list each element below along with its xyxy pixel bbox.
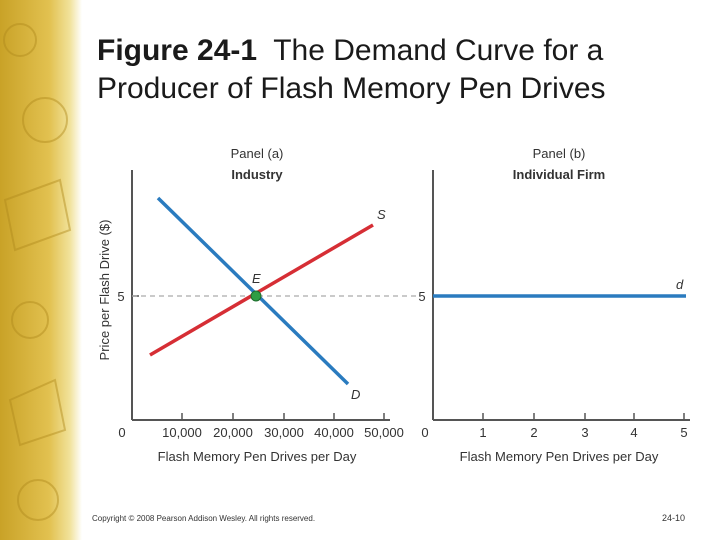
page-number: 24-10 bbox=[662, 513, 686, 523]
panel-a-x-axis-label: Flash Memory Pen Drives per Day bbox=[158, 449, 357, 464]
title-line2: Producer of Flash Memory Pen Drives bbox=[97, 72, 606, 105]
copyright-notice: Copyright © 2008 Pearson Addison Wesley.… bbox=[92, 514, 316, 523]
panel-a-x-tick-label: 20,000 bbox=[213, 425, 253, 440]
panel-b-x-tick-label: 5 bbox=[680, 425, 687, 440]
demand-label: D bbox=[351, 387, 360, 402]
firm-demand-label: d bbox=[676, 277, 684, 292]
title-line1: The Demand Curve for a bbox=[273, 34, 604, 67]
panel-a-title: Industry bbox=[231, 167, 283, 182]
panel-b-x-axis-label: Flash Memory Pen Drives per Day bbox=[460, 449, 659, 464]
panel-a-x-tick-label: 40,000 bbox=[314, 425, 354, 440]
panel-a-x-tick-label: 30,000 bbox=[264, 425, 304, 440]
panel-a-y-tick-label: 5 bbox=[117, 289, 124, 304]
panel-b-x-tick-label: 3 bbox=[581, 425, 588, 440]
panel-b-label: Panel (b) bbox=[533, 146, 586, 161]
panel-a-x-tick-marks bbox=[181, 413, 385, 420]
demand-curve bbox=[156, 196, 350, 386]
panel-a-y-axis-label: Price per Flash Drive ($) bbox=[97, 220, 112, 361]
panel-b-y-tick-label: 5 bbox=[418, 289, 425, 304]
panel-b-x-tick-label: 2 bbox=[530, 425, 537, 440]
panel-b-title: Individual Firm bbox=[513, 167, 605, 182]
panel-a-label: Panel (a) bbox=[231, 146, 284, 161]
decorative-side-strip bbox=[0, 0, 82, 540]
panel-a-x-tick-label: 10,000 bbox=[162, 425, 202, 440]
panel-b-origin-label: 0 bbox=[421, 425, 428, 440]
panel-a-x-tick-label: 50,000 bbox=[364, 425, 404, 440]
panel-a-origin-label: 0 bbox=[118, 425, 125, 440]
panel-b-x-tick-label: 4 bbox=[630, 425, 637, 440]
slide-title: Figure 24-1 The Demand Curve for a Produ… bbox=[97, 32, 697, 108]
supply-label: S bbox=[377, 207, 386, 222]
figure-label: Figure 24-1 bbox=[97, 34, 258, 67]
supply-curve bbox=[149, 223, 374, 357]
panel-b-x-tick-marks bbox=[482, 413, 685, 420]
panel-b-x-tick-label: 1 bbox=[479, 425, 486, 440]
equilibrium-label: E bbox=[252, 271, 261, 286]
equilibrium-point bbox=[250, 290, 262, 302]
